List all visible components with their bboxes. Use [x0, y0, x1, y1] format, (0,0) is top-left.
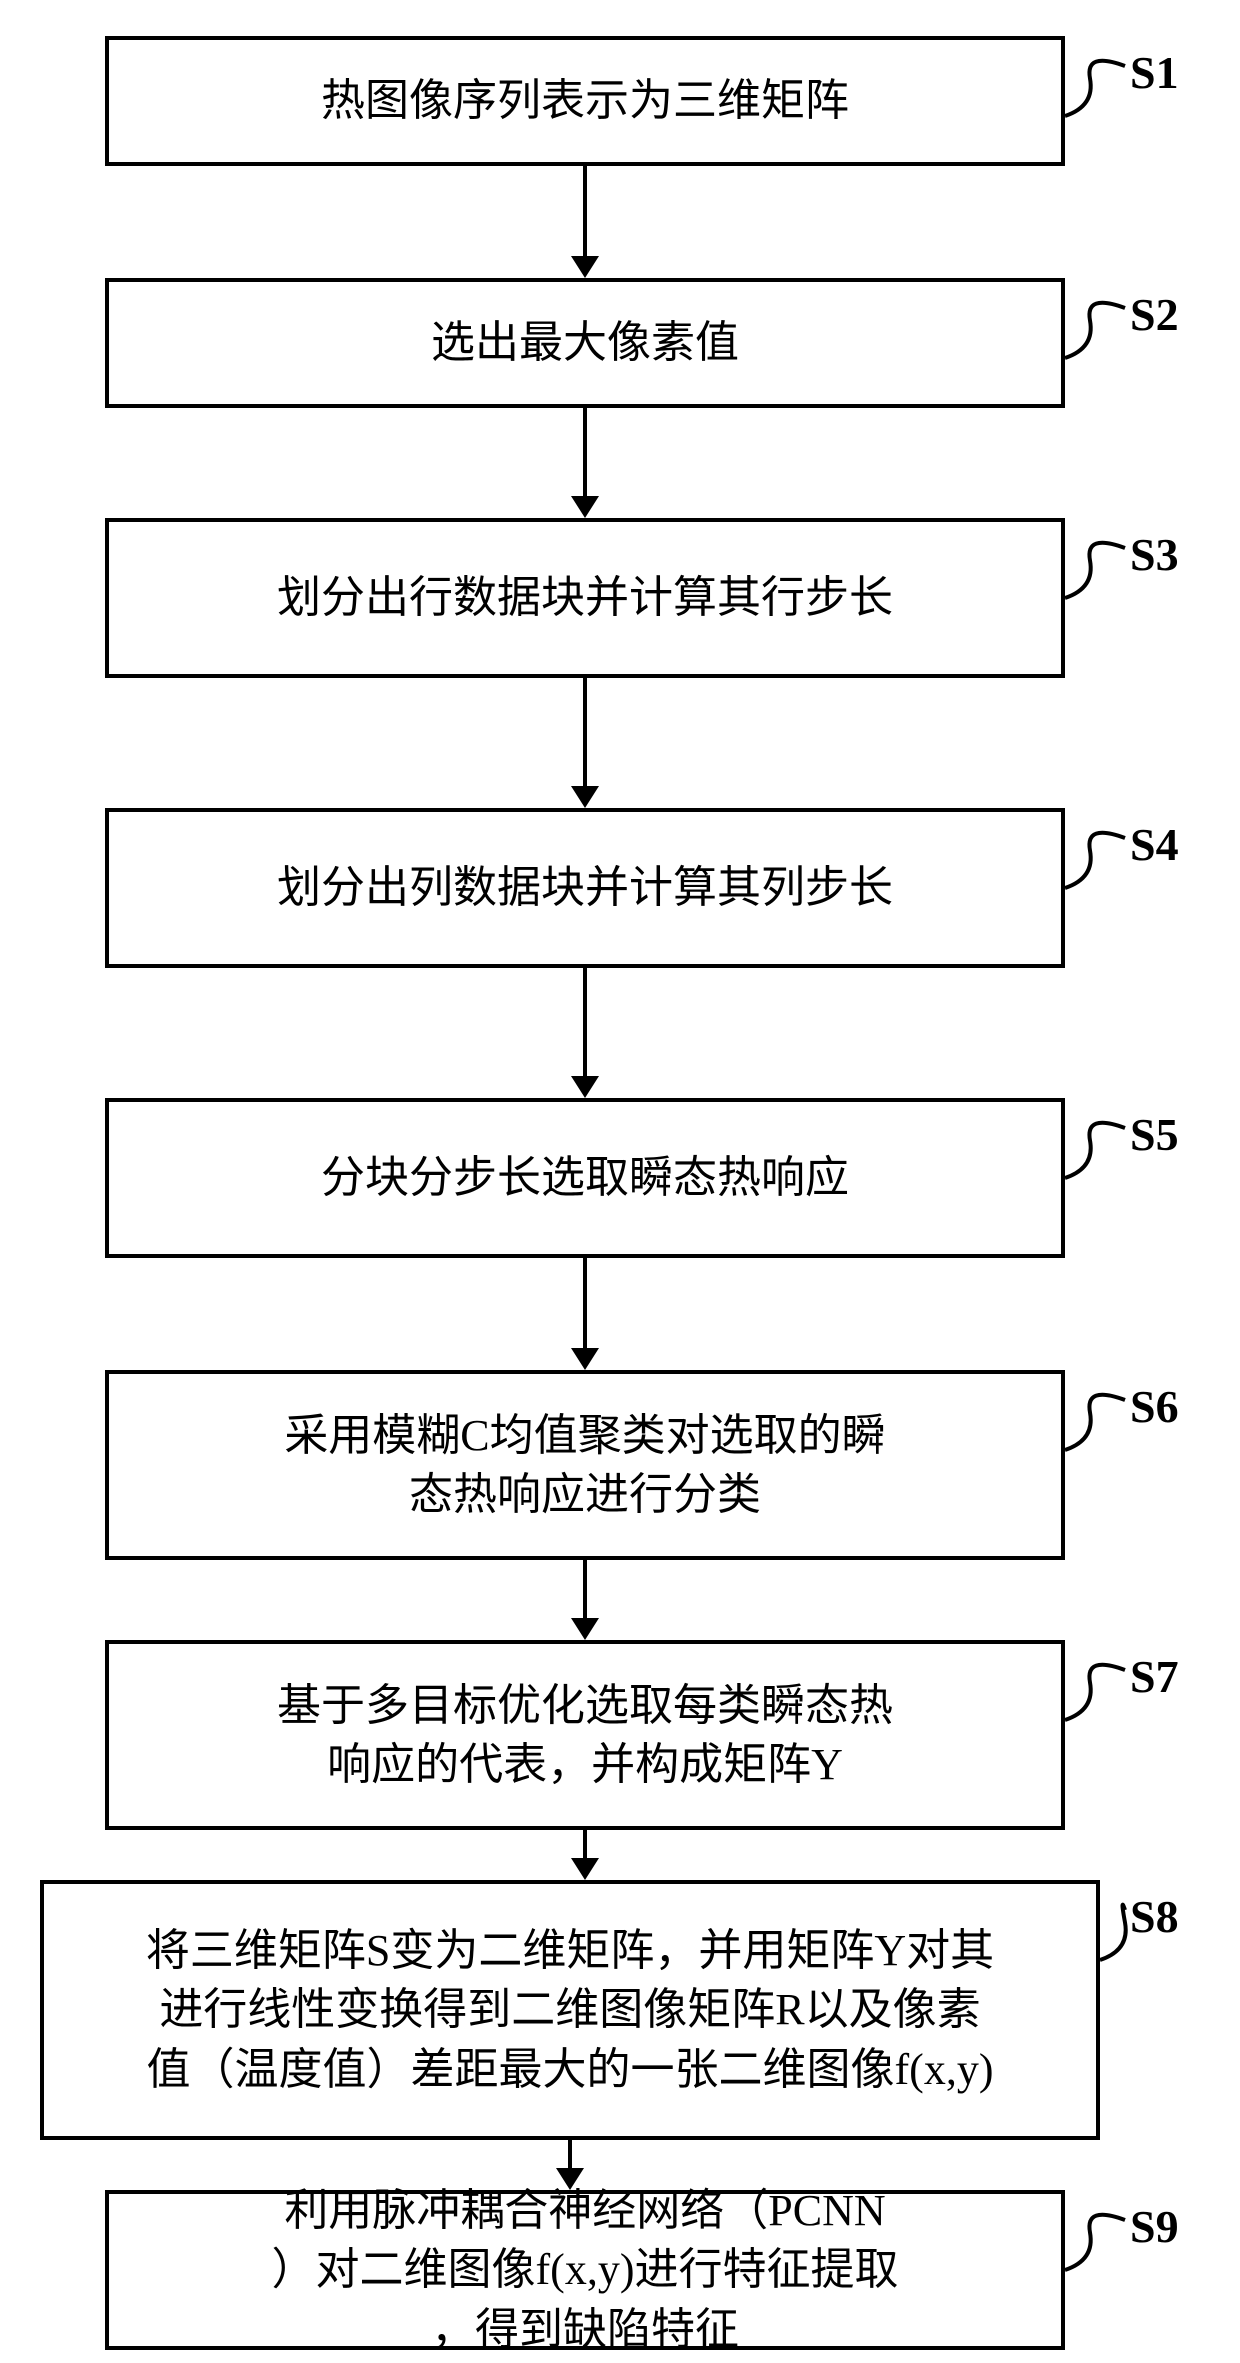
node-s3: 划分出行数据块并计算其行步长 [105, 518, 1065, 678]
node-text-s6: 采用模糊C均值聚类对选取的瞬 态热响应进行分类 [284, 1406, 885, 1525]
step-label-s2: S2 [1130, 288, 1179, 341]
label-connector-s6 [1065, 1395, 1125, 1450]
step-label-s8: S8 [1130, 1890, 1179, 1943]
node-text-s3: 划分出行数据块并计算其行步长 [277, 568, 893, 627]
node-s7: 基于多目标优化选取每类瞬态热 响应的代表，并构成矩阵Y [105, 1640, 1065, 1830]
node-s6: 采用模糊C均值聚类对选取的瞬 态热响应进行分类 [105, 1370, 1065, 1560]
node-text-s9: 利用脉冲耦合神经网络（PCNN ）对二维图像f(x,y)进行特征提取 ，得到缺陷… [272, 2181, 899, 2359]
node-text-s2: 选出最大像素值 [431, 313, 739, 372]
label-connector-s5 [1065, 1123, 1125, 1178]
node-s9: 利用脉冲耦合神经网络（PCNN ）对二维图像f(x,y)进行特征提取 ，得到缺陷… [105, 2190, 1065, 2350]
node-s2: 选出最大像素值 [105, 278, 1065, 408]
step-label-s4: S4 [1130, 818, 1179, 871]
step-label-s6: S6 [1130, 1380, 1179, 1433]
node-s8: 将三维矩阵S变为二维矩阵，并用矩阵Y对其 进行线性变换得到二维图像矩阵R以及像素… [40, 1880, 1100, 2140]
edge-arrowhead-1 [571, 496, 599, 518]
edge-arrowhead-0 [571, 256, 599, 278]
label-connector-s3 [1065, 543, 1125, 598]
node-s5: 分块分步长选取瞬态热响应 [105, 1098, 1065, 1258]
edge-arrowhead-3 [571, 1076, 599, 1098]
step-label-s9: S9 [1130, 2200, 1179, 2253]
node-s1: 热图像序列表示为三维矩阵 [105, 36, 1065, 166]
label-connector-s7 [1065, 1665, 1125, 1720]
step-label-s7: S7 [1130, 1650, 1179, 1703]
edge-arrowhead-6 [571, 1858, 599, 1880]
label-connector-s8 [1100, 1905, 1126, 1960]
step-label-s5: S5 [1130, 1108, 1179, 1161]
edge-arrowhead-4 [571, 1348, 599, 1370]
step-label-s3: S3 [1130, 528, 1179, 581]
node-text-s1: 热图像序列表示为三维矩阵 [321, 71, 849, 130]
label-connector-s1 [1065, 61, 1125, 116]
label-connector-s4 [1065, 833, 1125, 888]
label-connector-s9 [1065, 2215, 1125, 2270]
flowchart-canvas: 热图像序列表示为三维矩阵 S1 选出最大像素值 S2 划分出行数据块并计算其行步长 S3 划… [0, 0, 1240, 2363]
step-label-s1: S1 [1130, 46, 1179, 99]
node-s4: 划分出列数据块并计算其列步长 [105, 808, 1065, 968]
node-text-s4: 划分出列数据块并计算其列步长 [277, 858, 893, 917]
node-text-s5: 分块分步长选取瞬态热响应 [321, 1148, 849, 1207]
label-connector-s2 [1065, 303, 1125, 358]
node-text-s7: 基于多目标优化选取每类瞬态热 响应的代表，并构成矩阵Y [277, 1676, 893, 1795]
edge-arrowhead-2 [571, 786, 599, 808]
node-text-s8: 将三维矩阵S变为二维矩阵，并用矩阵Y对其 进行线性变换得到二维图像矩阵R以及像素… [146, 1921, 994, 2099]
edge-arrowhead-5 [571, 1618, 599, 1640]
